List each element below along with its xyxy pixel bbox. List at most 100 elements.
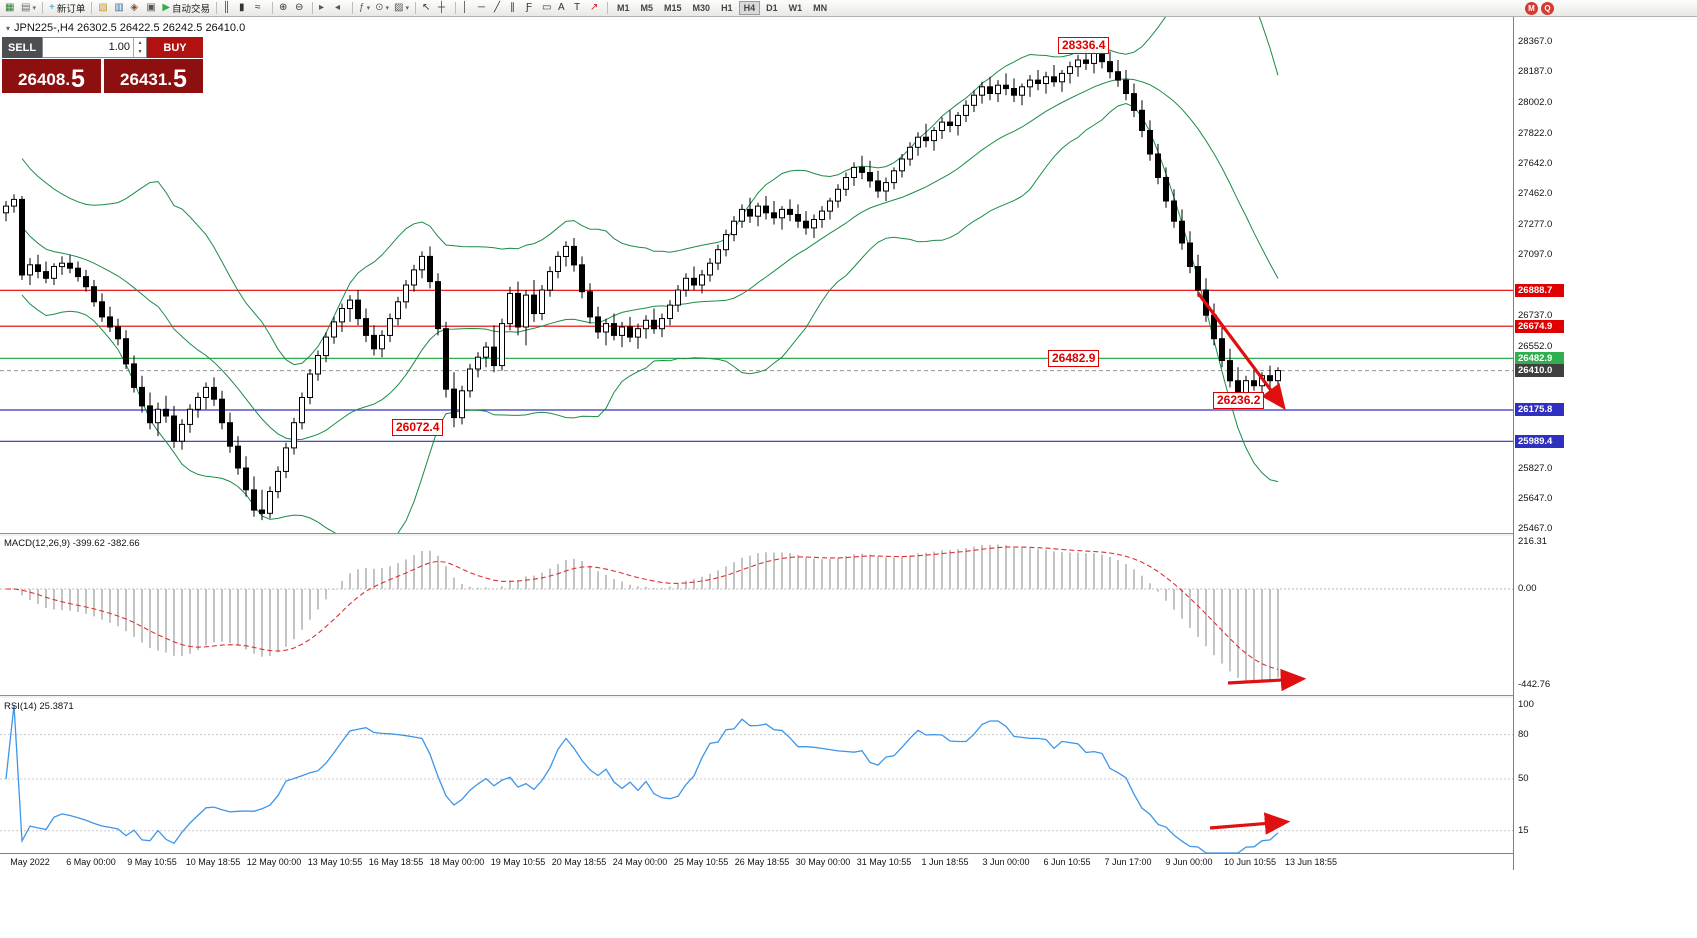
navigator-icon[interactable]: ◈ bbox=[128, 1, 143, 16]
toolbar-separator bbox=[352, 2, 354, 14]
volume-stepper[interactable]: 1.00 ▲ ▼ bbox=[42, 37, 147, 58]
label-icon[interactable]: T bbox=[572, 1, 587, 16]
time-label: 7 Jun 17:00 bbox=[1104, 857, 1152, 867]
shapes-icon[interactable]: ▭ bbox=[540, 1, 555, 16]
time-label: 25 May 10:55 bbox=[673, 857, 729, 867]
timeframe-button-m30[interactable]: M30 bbox=[688, 1, 716, 15]
terminal-icon[interactable]: ▣ bbox=[144, 1, 159, 16]
timeframe-button-d1[interactable]: D1 bbox=[761, 1, 783, 15]
vertical-line-icon[interactable]: │ bbox=[460, 1, 475, 16]
chart-shift-icon[interactable]: ◂ bbox=[333, 1, 348, 16]
time-label: 9 Jun 00:00 bbox=[1165, 857, 1213, 867]
zoom-out-icon[interactable]: ⊖ bbox=[293, 1, 308, 16]
vertical-line-icon: │ bbox=[462, 2, 469, 13]
new-order-button-label: 新订单 bbox=[56, 4, 86, 15]
mql5-icon[interactable]: M bbox=[1525, 1, 1538, 15]
trendline-icon[interactable]: ╱ bbox=[492, 1, 507, 16]
price-annotation: 26236.2 bbox=[1213, 392, 1265, 409]
panel-divider[interactable] bbox=[0, 695, 1565, 698]
chart-area[interactable]: ▾ JPN225-,H4 26302.5 26422.5 26242.5 264… bbox=[0, 17, 1565, 870]
macd-panel[interactable] bbox=[0, 537, 1513, 695]
channel-icon[interactable]: ∥ bbox=[508, 1, 523, 16]
price-tick: 26737.0 bbox=[1518, 310, 1553, 321]
chart-profiles-icon[interactable]: ▤ ▾ bbox=[19, 1, 38, 16]
autotrading-button-label: 自动交易 bbox=[172, 4, 211, 15]
timeframe-button-m1[interactable]: M1 bbox=[612, 1, 635, 15]
new-chart-icon[interactable]: ▦ bbox=[3, 1, 18, 16]
rsi-panel[interactable] bbox=[0, 699, 1513, 853]
time-label: 10 May 18:55 bbox=[185, 857, 241, 867]
price-level-tag: 26888.7 bbox=[1515, 284, 1564, 297]
zoom-in-icon[interactable]: ⊕ bbox=[277, 1, 292, 16]
toolbar: ▦ ▤ ▾ + 新订单 ▧ ▥ ◈ ▣ ▶ 自动交易 ║ ▮ ≈ ⊕ ⊖ ▸ ◂ ƒ ▾ ⊙ ▾ ▨ ▾ ↖ ┼ │ ─ ╱ ∥ Ƒ ▭ A T ↗… bbox=[0, 0, 1697, 17]
price-level-tag: 25989.4 bbox=[1515, 435, 1564, 448]
price-tick: 25467.0 bbox=[1518, 523, 1553, 534]
timeframe-button-mn[interactable]: MN bbox=[808, 1, 832, 15]
rsi-label: RSI(14) 25.3871 bbox=[4, 701, 74, 712]
price-tick: 26552.0 bbox=[1518, 341, 1553, 352]
macd-axis-tick: 0.00 bbox=[1518, 583, 1537, 594]
macd-axis-tick: 216.31 bbox=[1518, 536, 1548, 547]
indicators-icon[interactable]: ƒ ▾ bbox=[357, 1, 372, 16]
autotrading-button[interactable]: ▶ 自动交易 bbox=[160, 1, 212, 16]
terminal-icon: ▣ bbox=[146, 2, 156, 13]
periods-icon[interactable]: ⊙ ▾ bbox=[373, 1, 391, 16]
toolbar-separator bbox=[607, 2, 608, 14]
panel-divider[interactable] bbox=[0, 533, 1565, 536]
horizontal-line-icon: ─ bbox=[478, 2, 486, 13]
one-click-trading-panel: SELL 1.00 ▲ ▼ BUY 26408. 5 26431. 5 bbox=[2, 37, 203, 93]
price-tick: 28187.0 bbox=[1518, 66, 1553, 77]
sell-button[interactable]: SELL bbox=[2, 37, 42, 58]
buy-button[interactable]: BUY bbox=[147, 37, 203, 58]
price-annotation: 28336.4 bbox=[1058, 37, 1110, 54]
chart-shift-icon: ◂ bbox=[335, 2, 341, 13]
shapes-icon: ▭ bbox=[542, 2, 552, 13]
templates-icon[interactable]: ▨ ▾ bbox=[392, 1, 411, 16]
time-label: 13 Jun 18:55 bbox=[1284, 857, 1338, 867]
timeframe-button-h1[interactable]: H1 bbox=[716, 1, 738, 15]
new-order-button[interactable]: + 新订单 bbox=[47, 1, 87, 16]
toolbar-separator bbox=[272, 2, 274, 14]
cursor-icon: ↖ bbox=[422, 2, 431, 13]
time-label: 30 May 00:00 bbox=[795, 857, 851, 867]
line-chart-type-icon[interactable]: ≈ bbox=[253, 1, 268, 16]
fibonacci-icon: Ƒ bbox=[526, 2, 533, 13]
timeframe-button-m15[interactable]: M15 bbox=[659, 1, 687, 15]
chevron-down-icon: ▾ bbox=[385, 5, 390, 12]
sell-price[interactable]: 26408. 5 bbox=[2, 59, 101, 93]
time-label: 31 May 10:55 bbox=[856, 857, 912, 867]
price-chart[interactable] bbox=[0, 17, 1513, 533]
text-icon[interactable]: A bbox=[556, 1, 571, 16]
rsi-axis-tick: 100 bbox=[1518, 699, 1534, 710]
timeframe-button-h4[interactable]: H4 bbox=[738, 1, 761, 15]
horizontal-line-icon[interactable]: ─ bbox=[476, 1, 491, 16]
candlestick-type-icon[interactable]: ▮ bbox=[237, 1, 252, 16]
timeframe-button-w1[interactable]: W1 bbox=[784, 1, 808, 15]
volume-spinner[interactable]: ▲ ▼ bbox=[133, 38, 146, 57]
time-label: 20 May 18:55 bbox=[551, 857, 607, 867]
auto-scroll-icon[interactable]: ▸ bbox=[317, 1, 332, 16]
data-window-icon: ▥ bbox=[114, 2, 124, 13]
volume-value[interactable]: 1.00 bbox=[108, 41, 130, 53]
price-annotation: 26482.9 bbox=[1048, 350, 1100, 367]
price-axis[interactable]: 28367.0 28187.0 28002.0 27822.0 27642.0 27462… bbox=[1513, 17, 1565, 870]
bar-chart-type-icon[interactable]: ║ bbox=[221, 1, 236, 16]
volume-up-icon[interactable]: ▲ bbox=[137, 39, 143, 46]
time-axis[interactable]: May 2022 6 May 00:00 9 May 10:55 10 May 18:… bbox=[0, 853, 1513, 871]
cursor-icon[interactable]: ↖ bbox=[420, 1, 435, 16]
arrow-tool-icon[interactable]: ↗ bbox=[588, 1, 603, 16]
community-icon[interactable]: Q bbox=[1541, 1, 1554, 15]
price-level-tag: 26482.9 bbox=[1515, 352, 1564, 365]
volume-down-icon[interactable]: ▼ bbox=[137, 49, 143, 56]
crosshair-icon: ┼ bbox=[438, 2, 446, 13]
line-chart-type-icon: ≈ bbox=[255, 2, 261, 13]
data-window-icon[interactable]: ▥ bbox=[112, 1, 127, 16]
buy-price[interactable]: 26431. 5 bbox=[104, 59, 203, 93]
price-tick: 27277.0 bbox=[1518, 219, 1553, 230]
price-level-tag: 26674.9 bbox=[1515, 320, 1564, 333]
crosshair-icon[interactable]: ┼ bbox=[436, 1, 451, 16]
rsi-axis-tick: 50 bbox=[1518, 773, 1529, 784]
fibonacci-icon[interactable]: Ƒ bbox=[524, 1, 539, 16]
market-watch-icon[interactable]: ▧ bbox=[96, 1, 111, 16]
timeframe-button-m5[interactable]: M5 bbox=[636, 1, 659, 15]
